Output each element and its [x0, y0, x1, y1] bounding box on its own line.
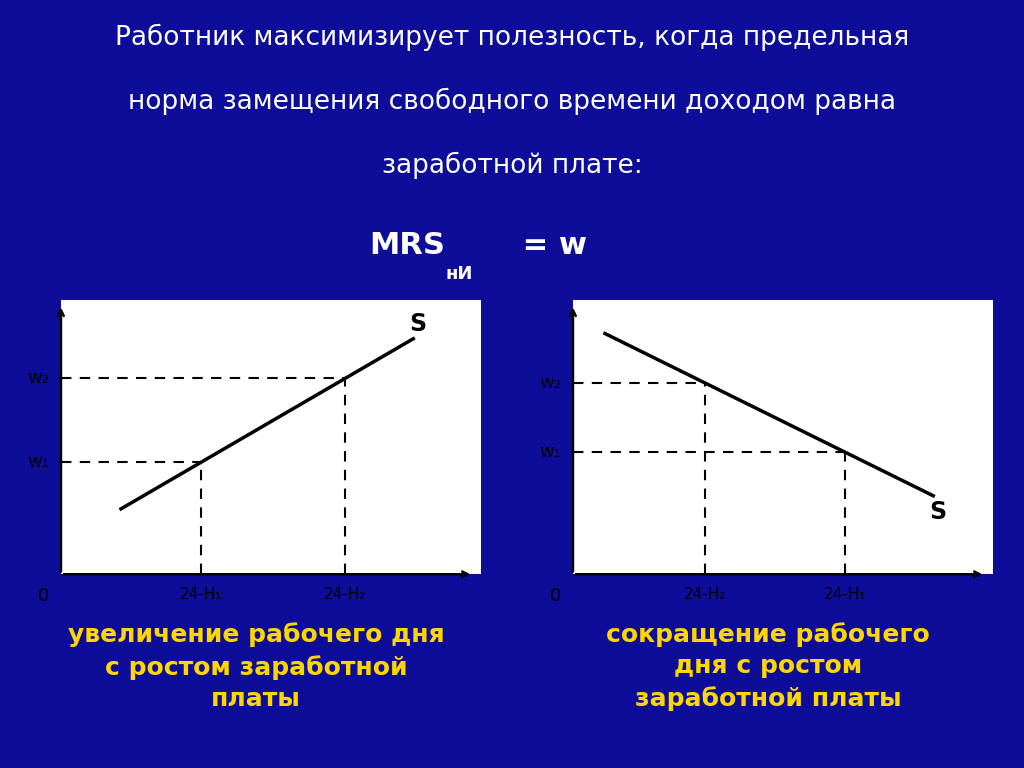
Text: Работник максимизирует полезность, когда предельная: Работник максимизирует полезность, когда…	[115, 23, 909, 51]
Text: w₂: w₂	[539, 374, 561, 392]
Text: S: S	[929, 500, 946, 525]
Text: MRS: MRS	[370, 230, 445, 260]
Text: 24-H₂: 24-H₂	[684, 588, 726, 602]
Text: 0: 0	[550, 588, 561, 605]
Text: w₂: w₂	[27, 369, 49, 387]
Text: сокращение рабочего
дня с ростом
заработной платы: сокращение рабочего дня с ростом заработ…	[606, 622, 930, 711]
Text: заработной плате:: заработной плате:	[382, 152, 642, 179]
Text: 24-H₁: 24-H₁	[824, 588, 866, 602]
Text: w₁: w₁	[539, 443, 561, 462]
Text: 0: 0	[38, 588, 49, 605]
Text: норма замещения свободного времени доходом равна: норма замещения свободного времени доход…	[128, 88, 896, 114]
Text: 24-H₁: 24-H₁	[180, 588, 222, 602]
Text: увеличение рабочего дня
с ростом заработной
платы: увеличение рабочего дня с ростом заработ…	[68, 622, 444, 711]
Text: 24-H₂: 24-H₂	[324, 588, 367, 602]
Text: = w: = w	[512, 230, 587, 260]
Text: w₁: w₁	[27, 453, 49, 472]
Text: S: S	[410, 312, 426, 336]
Text: нИ: нИ	[445, 265, 473, 283]
